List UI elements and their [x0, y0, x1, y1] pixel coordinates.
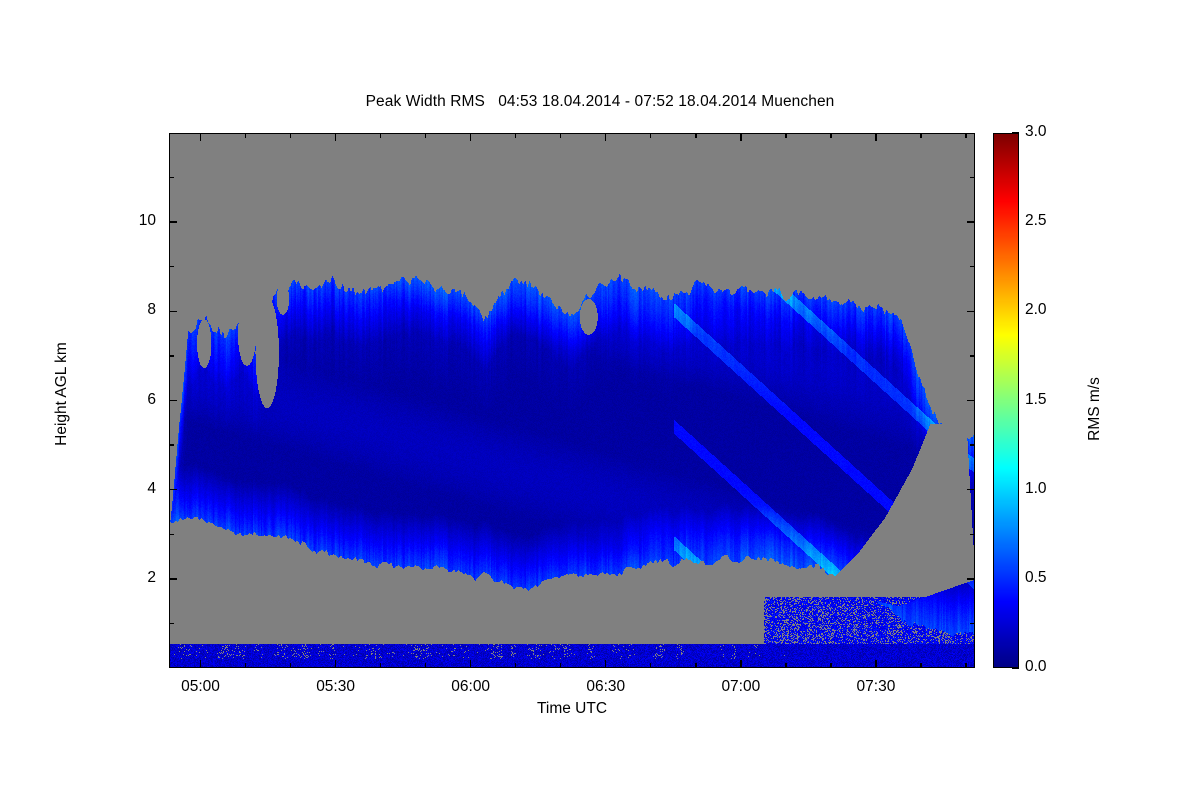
x-axis-major-tick [740, 133, 742, 141]
x-axis-major-tick [740, 660, 742, 668]
x-axis-minor-tick [785, 133, 787, 138]
y-axis-major-tick [169, 221, 177, 223]
x-axis-minor-tick [515, 133, 517, 138]
colorbar-tick-label: 3.0 [1025, 123, 1047, 140]
x-axis-major-tick [199, 660, 202, 668]
x-axis-minor-tick [785, 663, 787, 668]
x-axis-major-tick [469, 660, 472, 668]
y-axis-tick-label: 6 [147, 390, 156, 408]
x-axis-major-tick [875, 133, 877, 141]
y-axis-major-tick [169, 488, 177, 491]
y-axis-minor-tick [970, 533, 975, 535]
x-axis-major-tick [334, 133, 337, 141]
y-axis-minor-tick [169, 444, 174, 446]
y-axis-minor-tick [169, 176, 174, 179]
y-axis-major-tick [967, 488, 975, 491]
x-axis-tick-label: 06:00 [451, 678, 491, 695]
x-axis-minor-tick [289, 133, 292, 138]
y-axis-major-tick [967, 399, 975, 402]
colorbar-tick-label: 2.0 [1025, 301, 1047, 319]
colorbar-tick-label: 0.5 [1025, 568, 1047, 586]
colorbar-tick-label: 1.5 [1025, 390, 1047, 408]
x-axis-minor-tick [920, 133, 922, 138]
x-axis-major-tick [469, 133, 472, 141]
y-axis-major-tick [169, 310, 177, 313]
x-axis-minor-tick [244, 133, 247, 138]
y-axis-minor-tick [169, 533, 174, 535]
y-axis-tick-label: 4 [147, 479, 156, 497]
x-axis-major-tick [199, 133, 202, 141]
y-axis-tick-label: 10 [138, 212, 156, 230]
y-axis-major-tick [967, 221, 975, 223]
y-axis-minor-tick [169, 355, 174, 357]
colorbar-label: RMS m/s [1086, 377, 1103, 441]
x-axis-minor-tick [244, 663, 247, 668]
x-axis-minor-tick [515, 663, 517, 668]
x-axis-minor-tick [965, 133, 967, 138]
y-axis-major-tick [967, 578, 975, 580]
x-axis-minor-tick [965, 663, 967, 668]
y-axis-label: Height AGL km [53, 342, 70, 446]
x-axis-tick-label: 05:30 [316, 678, 355, 695]
colorbar-tick-label: 1.0 [1025, 479, 1047, 497]
x-axis-minor-tick [424, 133, 427, 138]
y-axis-minor-tick [970, 622, 975, 625]
y-axis-major-tick [169, 578, 177, 580]
colorbar-major-tick [1012, 132, 1019, 134]
y-axis-major-tick [967, 310, 975, 313]
x-axis-label: Time UTC [536, 700, 608, 717]
x-axis-tick-label: 07:00 [721, 678, 761, 695]
heatmap-axes[interactable] [169, 133, 975, 668]
x-axis-tick-label: 05:00 [181, 678, 220, 695]
x-axis-major-tick [605, 660, 607, 668]
y-axis-tick-label: 8 [147, 301, 156, 319]
x-axis-minor-tick [560, 663, 562, 668]
x-axis-major-tick [605, 133, 607, 141]
x-axis-minor-tick [424, 663, 427, 668]
x-axis-minor-tick [830, 663, 832, 668]
y-axis-minor-tick [169, 622, 174, 625]
x-axis-minor-tick [379, 133, 382, 138]
y-axis-minor-tick [970, 176, 975, 179]
page-title: Peak Width RMS 04:53 18.04.2014 - 07:52 … [365, 93, 835, 110]
y-axis-minor-tick [970, 355, 975, 357]
colorbar[interactable] [993, 133, 1019, 668]
x-axis-minor-tick [560, 133, 562, 138]
x-axis-tick-label: 06:30 [586, 678, 626, 695]
y-axis-tick-label: 2 [147, 568, 156, 586]
y-axis-minor-tick [169, 266, 174, 268]
x-axis-minor-tick [650, 663, 652, 668]
x-axis-minor-tick [289, 663, 292, 668]
x-axis-minor-tick [379, 663, 382, 668]
y-axis-minor-tick [970, 266, 975, 268]
x-axis-minor-tick [695, 663, 697, 668]
x-axis-minor-tick [830, 133, 832, 138]
y-axis-major-tick [169, 399, 177, 402]
x-axis-major-tick [334, 660, 337, 668]
x-axis-major-tick [875, 660, 877, 668]
colorbar-gradient [994, 134, 1018, 667]
lidar-heatmap[interactable] [170, 134, 974, 667]
colorbar-tick-label: 0.0 [1025, 658, 1047, 675]
y-axis-minor-tick [970, 444, 975, 446]
x-axis-minor-tick [920, 663, 922, 668]
x-axis-tick-label: 07:30 [856, 678, 896, 695]
x-axis-minor-tick [650, 133, 652, 138]
colorbar-tick-label: 2.5 [1025, 212, 1047, 230]
x-axis-minor-tick [695, 133, 697, 138]
